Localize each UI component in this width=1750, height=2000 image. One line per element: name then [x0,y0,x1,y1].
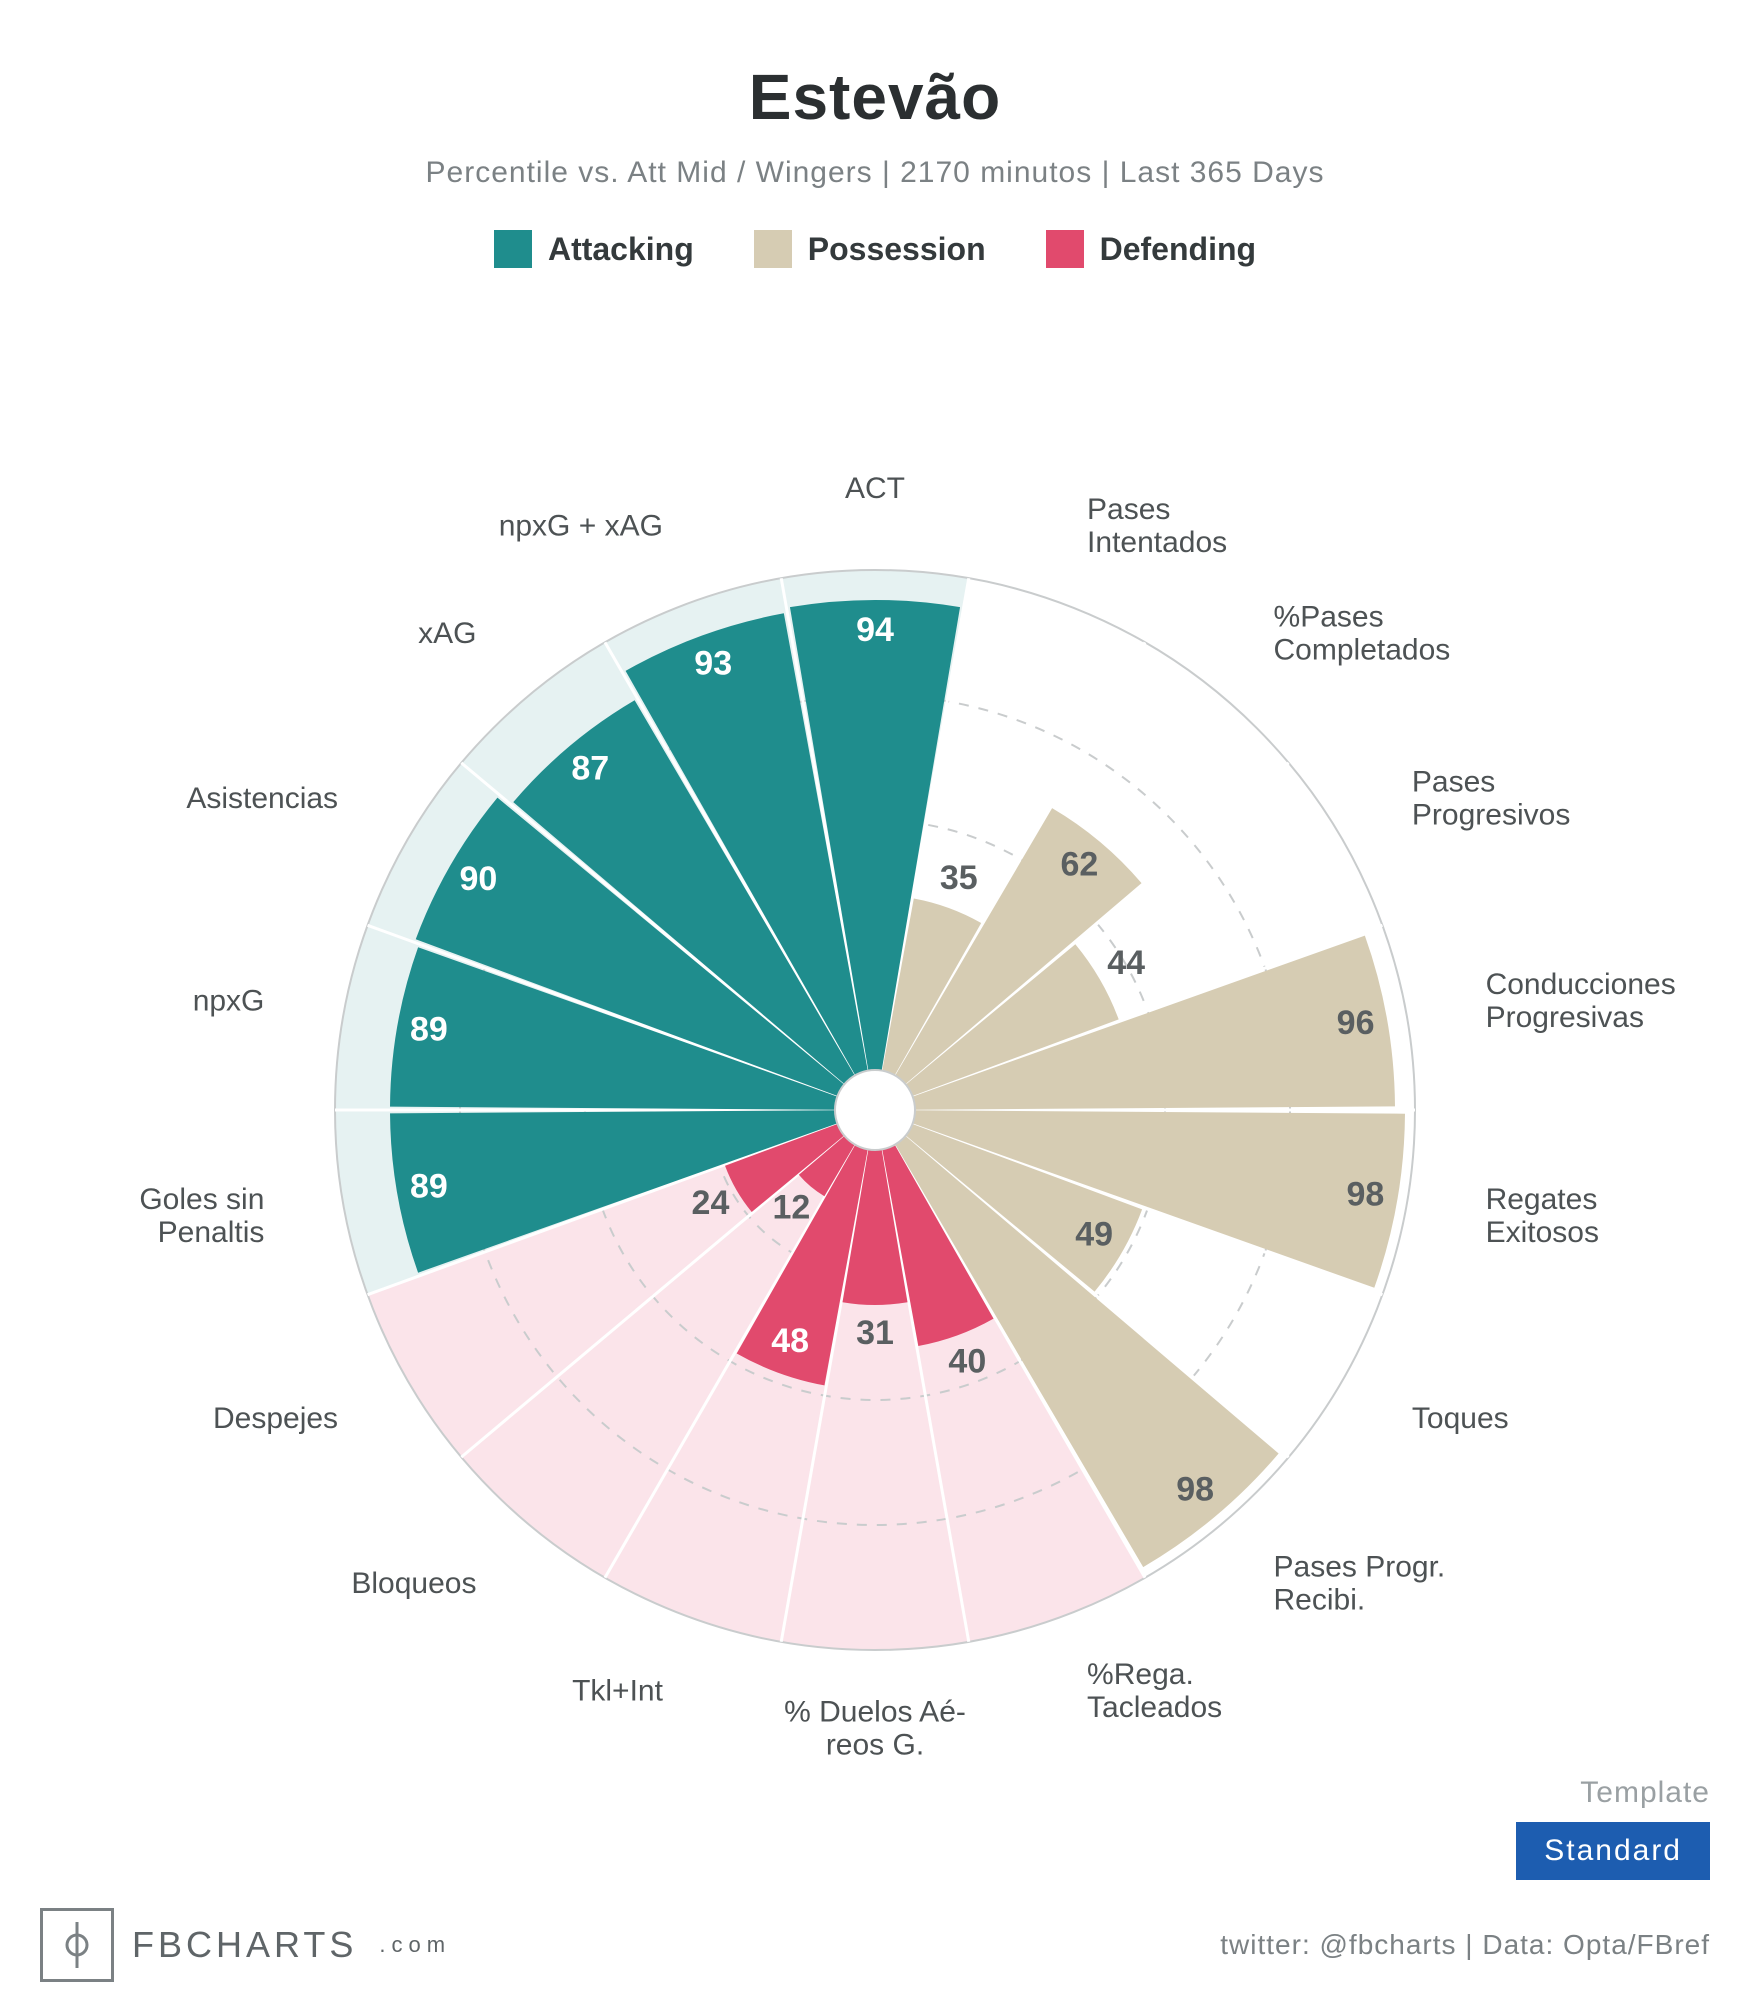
bar-value: 48 [771,1322,809,1360]
slice-label: Bloqueos [351,1567,476,1600]
slice-label: Tkl+Int [572,1675,664,1708]
bar-value: 90 [459,860,497,898]
legend-swatch-possession [754,230,792,268]
bar-value: 31 [856,1314,894,1352]
slice-label: Asistencias [186,782,338,815]
footer-credit: twitter: @fbcharts | Data: Opta/FBref [1220,1929,1710,1961]
slice-label: % Duelos Aé-reos G. [784,1695,966,1761]
template-button[interactable]: Standard [1516,1822,1710,1880]
template-selector: Template Standard [1516,1776,1710,1880]
slice-label: %PasesCompletados [1274,600,1451,666]
polar-chart: 94 35 62 44 96 98 49 98 40 31 48 12 24 89 89 90 87 93 ACT P… [0,340,1750,1840]
brand-suffix: .com [379,1932,451,1958]
brand-name: FBCHARTS [132,1924,357,1966]
legend: Attacking Possession Defending [0,230,1750,268]
slice-label: npxG [193,984,265,1017]
slice-label: %Rega.Tacleados [1087,1658,1222,1724]
legend-item-attacking: Attacking [494,230,694,268]
chart-subtitle: Percentile vs. Att Mid / Wingers | 2170 … [0,156,1750,190]
legend-swatch-defending [1046,230,1084,268]
slice-label: ConduccionesProgresivas [1486,968,1676,1034]
slice-label: PasesIntentados [1087,493,1227,559]
bar-value: 35 [940,859,978,897]
slice-label: RegatesExitosos [1486,1183,1599,1249]
bar-value: 98 [1347,1175,1385,1213]
footer: FBCHARTS .com twitter: @fbcharts | Data:… [0,1890,1750,2000]
slice-label: PasesProgresivos [1412,765,1570,831]
legend-label: Defending [1100,231,1256,268]
slice-label: Goles sinPenaltis [139,1183,264,1249]
polar-chart-svg: 94 35 62 44 96 98 49 98 40 31 48 12 24 89 89 90 87 93 ACT P… [0,340,1750,1840]
pitch-icon [40,1908,114,1982]
legend-swatch-attacking [494,230,532,268]
bar-value: 94 [856,611,894,649]
slice-label: xAG [418,617,476,650]
bar-value: 87 [571,750,609,788]
bar-value: 62 [1060,845,1098,883]
slice-label: Toques [1412,1402,1509,1435]
slice-label: ACT [845,472,905,505]
bar-value: 89 [410,1010,448,1048]
slice-label: Pases Progr.Recibi. [1274,1550,1446,1616]
legend-label: Attacking [548,231,694,268]
bar-value: 44 [1107,944,1145,982]
bar-value: 98 [1176,1470,1214,1508]
bar-value: 49 [1075,1215,1113,1253]
slice-label: npxG + xAG [499,509,663,542]
legend-label: Possession [808,231,986,268]
template-label: Template [1516,1776,1710,1810]
brand-logo: FBCHARTS .com [40,1908,451,1982]
page: Estevão Percentile vs. Att Mid / Wingers… [0,0,1750,2000]
bar-value: 89 [410,1168,448,1206]
bar-value: 96 [1337,1004,1375,1042]
bar-value: 12 [773,1189,811,1227]
legend-item-possession: Possession [754,230,986,268]
bar-value: 24 [692,1184,730,1222]
bar-value: 93 [694,645,732,683]
slice-label: Despejes [213,1402,338,1435]
legend-item-defending: Defending [1046,230,1256,268]
chart-title: Estevão [0,60,1750,134]
bar-value: 40 [948,1343,986,1381]
